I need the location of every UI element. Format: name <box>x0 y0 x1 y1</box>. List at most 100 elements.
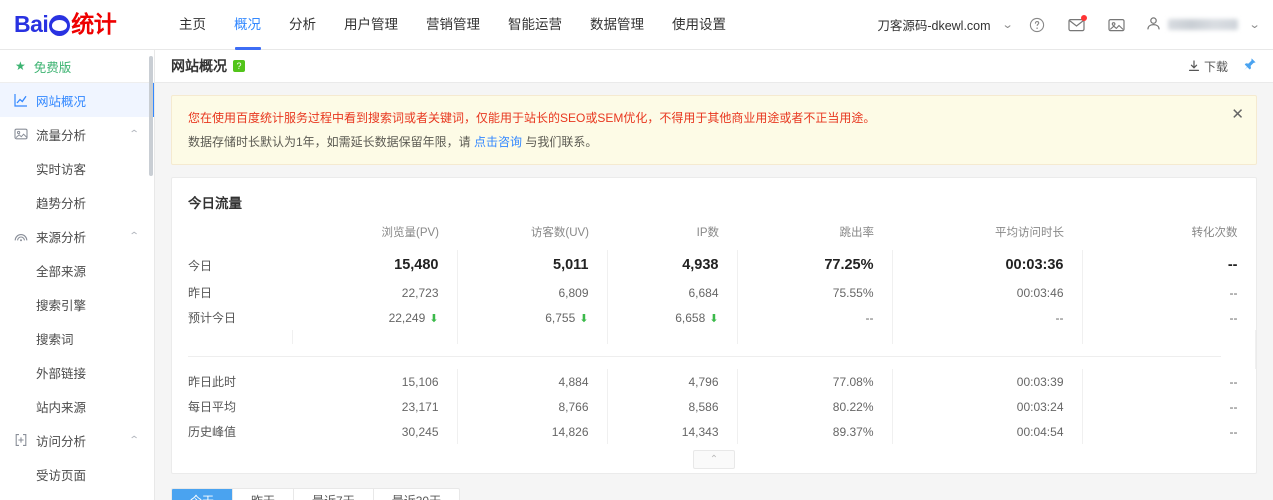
table-row: 预计今日 22,249 ⬇ 6,755 ⬇ 6,658 ⬇ -- -- -- <box>172 305 1256 330</box>
col-header-uv: 访客数(UV) <box>530 227 589 239</box>
pin-icon[interactable] <box>1242 57 1257 75</box>
nav-item-overview[interactable]: 概况 <box>220 0 275 50</box>
table-row: 每日平均 23,171 8,766 8,586 80.22% 00:03:24 … <box>172 394 1256 419</box>
message-icon[interactable] <box>1102 10 1132 40</box>
cell-pv: 30,245 <box>292 419 458 444</box>
cell-uv: 5,011 <box>457 250 608 280</box>
cell-duration: 00:03:46 <box>892 280 1083 305</box>
sidebar-group-source-analysis[interactable]: 来源分析 ⌃ <box>0 219 154 253</box>
sidebar-item-search-engines[interactable]: 搜索引擎 <box>36 298 87 313</box>
baidu-paw-icon: du <box>49 15 71 36</box>
chevron-down-icon-user: ⌄ <box>1248 19 1261 31</box>
table-spacer-row <box>172 330 1256 344</box>
cell-ip: 4,938 <box>607 250 738 280</box>
tab-today[interactable]: 今天 <box>172 489 234 500</box>
chevron-up-icon: ⌃ <box>128 128 140 140</box>
trend-down-icon: ⬇ <box>429 312 439 325</box>
banner-info-text: 数据存储时长默认为1年，如需延长数据保留年限，请 点击咨询 与我们联系。 <box>188 132 1240 152</box>
table-row: 历史峰值 30,245 14,826 14,343 89.37% 00:04:5… <box>172 419 1256 444</box>
sidebar-scrollbar[interactable] <box>149 56 153 176</box>
help-badge-icon[interactable]: ? <box>233 60 245 72</box>
sidebar-item-external-links[interactable]: 外部链接 <box>36 366 87 381</box>
nav-item-data-management[interactable]: 数据管理 <box>590 16 644 32</box>
cell-conversions: -- <box>1229 285 1238 300</box>
traffic-table: 浏览量(PV) 访客数(UV) IP数 跳出率 平均访问时长 转化次数 今日 1… <box>172 222 1256 444</box>
sidebar-item-internal-sources[interactable]: 站内来源 <box>36 400 87 415</box>
row-label: 昨日此时 <box>188 375 237 389</box>
star-icon: ★ <box>15 59 26 73</box>
bracket-icon <box>14 433 36 447</box>
traffic-table-head: 浏览量(PV) 访客数(UV) IP数 跳出率 平均访问时长 转化次数 <box>172 222 1256 250</box>
cell-duration: 00:04:54 <box>892 419 1083 444</box>
nav-item-marketing-management[interactable]: 营销管理 <box>426 16 480 32</box>
sidebar-item-entry-pages[interactable]: 入口页面 <box>0 491 154 500</box>
col-header-pv: 浏览量(PV) <box>381 227 440 239</box>
user-icon <box>1146 16 1161 34</box>
nav-item-user-management[interactable]: 用户管理 <box>344 16 398 32</box>
sidebar-item-visited-pages[interactable]: 受访页面 <box>36 468 87 483</box>
cell-duration: 00:03:24 <box>892 394 1083 419</box>
trend-down-icon: ⬇ <box>709 312 719 325</box>
cell-conversions: -- <box>1229 424 1238 439</box>
cell-bounce: 89.37% <box>737 419 893 444</box>
cell-bounce: 75.55% <box>737 280 893 305</box>
nav-item-usage-settings[interactable]: 使用设置 <box>672 16 726 32</box>
cell-uv: 6,809 <box>457 280 608 305</box>
sidebar-group-traffic-analysis[interactable]: 流量分析 ⌃ <box>0 117 154 151</box>
question-circle-icon[interactable] <box>1022 10 1052 40</box>
cell-pv: 15,106 <box>292 369 458 394</box>
nav-item-home[interactable]: 主页 <box>179 16 206 32</box>
chart-line-icon <box>14 93 36 107</box>
close-icon[interactable]: ✕ <box>1231 106 1244 123</box>
sidebar-item-site-overview[interactable]: 网站概况 <box>0 83 154 117</box>
nav-item-analysis[interactable]: 分析 <box>289 16 316 32</box>
trend-down-icon: ⬇ <box>579 312 589 325</box>
site-selector-label: 刀客源码-dkewl.com <box>877 19 991 33</box>
banner-consult-link[interactable]: 点击咨询 <box>474 135 523 149</box>
cell-value: 6,755 <box>545 310 576 325</box>
sidebar-item-all-sources[interactable]: 全部来源 <box>36 264 87 279</box>
logo[interactable]: Bai du 统计 <box>0 13 155 36</box>
tab-last-30-days[interactable]: 最近30天 <box>374 489 459 500</box>
sidebar-item-realtime-visitors[interactable]: 实时访客 <box>36 162 87 177</box>
tab-last-7-days[interactable]: 最近7天 <box>294 489 374 500</box>
sidebar-group-visit-analysis[interactable]: 访问分析 ⌃ <box>0 423 154 457</box>
cell-uv: 4,884 <box>457 369 608 394</box>
cell-pv: 22,723 <box>292 280 458 305</box>
logo-suffix-text: 统计 <box>71 11 117 37</box>
chevron-down-icon: ⌄ <box>1001 19 1014 31</box>
user-menu[interactable]: ⌄ <box>1146 16 1261 34</box>
header-right-tools: 刀客源码-dkewl.com ⌄ ⌄ <box>877 10 1273 40</box>
main-nav: 主页 概况 分析 用户管理 营销管理 智能运营 数据管理 使用设置 <box>165 0 740 50</box>
notice-banner: 您在使用百度统计服务过程中看到搜索词或者关键词，仅能用于站长的SEO或SEM优化… <box>171 95 1257 165</box>
sidebar-label: 来源分析 <box>36 230 87 245</box>
collapse-toggle-button[interactable]: ⌃ <box>693 450 735 469</box>
cell-conversions: -- <box>1229 399 1238 414</box>
cell-bounce: 77.08% <box>737 369 893 394</box>
traffic-card: 今日流量 浏览量(PV) 访客数(UV) IP数 跳出率 平均访问时长 转化次数 <box>171 177 1257 474</box>
banner-warning-text: 您在使用百度统计服务过程中看到搜索词或者关键词，仅能用于站长的SEO或SEM优化… <box>188 111 876 125</box>
sidebar-item-search-terms[interactable]: 搜索词 <box>36 332 74 347</box>
sidebar-free-label: 免费版 <box>33 60 72 75</box>
banner-info-prefix: 数据存储时长默认为1年，如需延长数据保留年限，请 <box>188 135 475 149</box>
table-row: 昨日 22,723 6,809 6,684 75.55% 00:03:46 -- <box>172 280 1256 305</box>
cell-conversions: -- <box>1227 257 1238 273</box>
download-icon <box>1188 60 1200 72</box>
tab-yesterday[interactable]: 昨天 <box>233 489 295 500</box>
nav-item-smart-operations[interactable]: 智能运营 <box>508 16 562 32</box>
sidebar-item-free-version[interactable]: ★ 免费版 <box>0 50 154 83</box>
notification-badge <box>1080 14 1087 21</box>
mail-icon[interactable] <box>1062 10 1092 40</box>
download-button[interactable]: 下载 <box>1188 58 1228 75</box>
cell-ip: 4,796 <box>607 369 738 394</box>
traffic-table-divider <box>172 344 1256 369</box>
cell-bounce: 77.25% <box>737 250 893 280</box>
sidebar-item-trend-analysis[interactable]: 趋势分析 <box>36 196 87 211</box>
cell-value: 6,658 <box>675 310 706 325</box>
cell-conversions: -- <box>1229 310 1238 325</box>
logo-du-text: du <box>54 21 66 32</box>
site-selector[interactable]: 刀客源码-dkewl.com ⌄ <box>877 15 1014 34</box>
row-label: 预计今日 <box>188 311 237 325</box>
image-icon <box>14 127 36 141</box>
traffic-table-body-primary: 今日 15,480 5,011 4,938 77.25% 00:03:36 --… <box>172 250 1256 344</box>
